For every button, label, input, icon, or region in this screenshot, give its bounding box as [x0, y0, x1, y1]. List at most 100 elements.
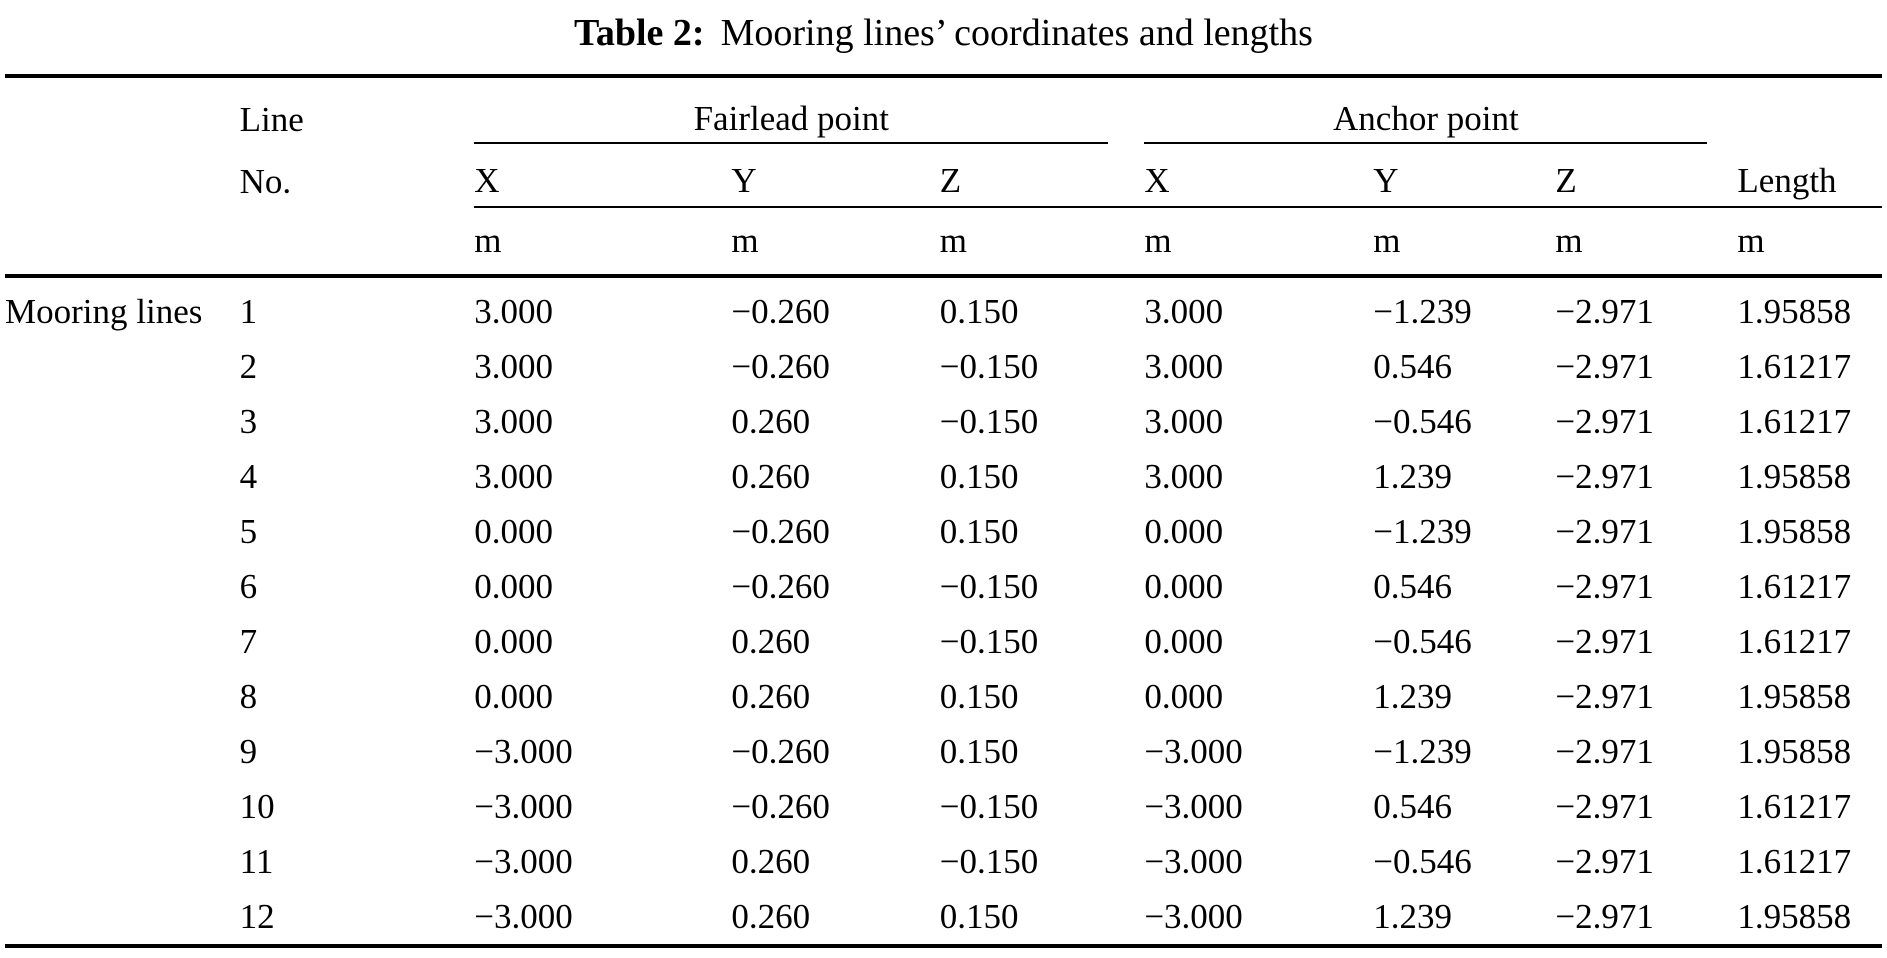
cell-az: −2.971	[1555, 786, 1654, 826]
table-row: 10 −3.000 −0.260 −0.150 −3.000 0.546 −2.971 1.6…	[5, 779, 1882, 834]
cell-len: 1.95858	[1737, 896, 1852, 936]
cell-len: 1.61217	[1737, 621, 1852, 661]
line-header-top: Line	[239, 100, 304, 139]
cell-len: 1.61217	[1737, 566, 1852, 606]
unit-label-anchor-z: m	[1555, 207, 1738, 278]
group-header-fairlead: Fairlead point	[474, 96, 1109, 144]
cell-len: 1.95858	[1737, 456, 1852, 496]
cell-az: −2.971	[1555, 731, 1654, 771]
cell-len: 1.95858	[1737, 291, 1852, 331]
unit-label-fairlead-y: m	[731, 207, 940, 278]
cell-ax: 0.000	[1144, 676, 1224, 716]
unit-label-anchor-x: m	[1144, 207, 1374, 278]
cell-fz: 0.150	[939, 731, 1019, 771]
unit-empty-line	[239, 207, 475, 278]
cell-az: −2.971	[1555, 841, 1654, 881]
cell-ay: 1.239	[1373, 456, 1453, 496]
col-header-fairlead-y: Y	[731, 144, 940, 208]
cell-ay: −1.239	[1373, 731, 1472, 771]
cell-ax: 0.000	[1144, 511, 1224, 551]
cell-no: 8	[239, 676, 258, 716]
table-row: 4 3.000 0.260 0.150 3.000 1.239 −2.971 1.95858	[5, 449, 1882, 504]
unit-label-anchor-y: m	[1373, 207, 1556, 278]
unit-empty-stub	[5, 207, 240, 278]
table-row: 9 −3.000 −0.260 0.150 −3.000 −1.239 −2.971 1.95…	[5, 724, 1882, 779]
cell-ay: 0.546	[1373, 786, 1453, 826]
cell-fz: 0.150	[939, 896, 1019, 936]
cell-fy: −0.260	[731, 346, 830, 386]
table-row: Mooring lines 1 3.000 −0.260 0.150 3.000 −1.23…	[5, 276, 1882, 339]
cell-fz: −0.150	[939, 566, 1039, 606]
cell-az: −2.971	[1555, 456, 1654, 496]
anchor-group-cell: Anchor point	[1144, 76, 1737, 144]
table-row: 2 3.000 −0.260 −0.150 3.000 0.546 −2.971 1.6121…	[5, 339, 1882, 394]
line-header-bottom: No.	[239, 162, 292, 201]
cell-ay: −1.239	[1373, 291, 1472, 331]
cell-fz: −0.150	[939, 346, 1039, 386]
cell-ax: 0.000	[1144, 621, 1224, 661]
mooring-lines-table: Line Fairlead point Anchor point No. X Y…	[5, 74, 1882, 948]
table-row: 12 −3.000 0.260 0.150 −3.000 1.239 −2.971 1.958…	[5, 889, 1882, 946]
cell-no: 11	[239, 841, 274, 881]
table-caption-text: Mooring lines’ coordinates and lengths	[720, 12, 1313, 54]
cell-az: −2.971	[1555, 291, 1654, 331]
cell-fx: −3.000	[474, 896, 573, 936]
cell-ax: −3.000	[1144, 896, 1243, 936]
cell-fy: 0.260	[731, 456, 811, 496]
cell-fx: 0.000	[474, 511, 553, 551]
unit-label-fairlead-x: m	[474, 207, 732, 278]
cell-fz: 0.150	[939, 291, 1019, 331]
cell-ax: −3.000	[1144, 731, 1243, 771]
table-row: 3 3.000 0.260 −0.150 3.000 −0.546 −2.971 1.6121…	[5, 394, 1882, 449]
cell-ay: 0.546	[1373, 566, 1453, 606]
cell-fy: −0.260	[731, 291, 830, 331]
stub-sub-empty	[5, 144, 240, 207]
cell-fx: 0.000	[474, 621, 553, 661]
cell-fx: 3.000	[474, 346, 553, 386]
table-row: 7 0.000 0.260 −0.150 0.000 −0.546 −2.971 1.6121…	[5, 614, 1882, 669]
cell-ay: −0.546	[1373, 621, 1472, 661]
cell-ay: −0.546	[1373, 841, 1472, 881]
table-row: 6 0.000 −0.260 −0.150 0.000 0.546 −2.971 1.6121…	[5, 559, 1882, 614]
cell-az: −2.971	[1555, 401, 1654, 441]
cell-no: 2	[239, 346, 258, 386]
cell-ax: 3.000	[1144, 346, 1224, 386]
cell-fz: 0.150	[939, 676, 1019, 716]
cell-fx: 0.000	[474, 566, 553, 606]
cell-fz: 0.150	[939, 456, 1019, 496]
group-header-anchor: Anchor point	[1144, 96, 1708, 144]
col-header-length: Length	[1737, 144, 1882, 208]
cell-az: −2.971	[1555, 896, 1654, 936]
cell-no: 7	[239, 621, 258, 661]
cell-fy: −0.260	[731, 566, 830, 606]
cell-fy: 0.260	[731, 621, 811, 661]
cell-az: −2.971	[1555, 346, 1654, 386]
cell-az: −2.971	[1555, 676, 1654, 716]
cell-ax: 3.000	[1144, 456, 1224, 496]
cell-fx: 3.000	[474, 401, 553, 441]
table-caption: Table 2: Mooring lines’ coordinates and l…	[5, 4, 1882, 74]
cell-fz: −0.150	[939, 841, 1039, 881]
cell-len: 1.61217	[1737, 401, 1852, 441]
cell-ax: −3.000	[1144, 841, 1243, 881]
cell-ax: 0.000	[1144, 566, 1224, 606]
unit-label-fairlead-z: m	[939, 207, 1145, 278]
cell-no: 10	[239, 786, 275, 826]
cell-fy: −0.260	[731, 786, 830, 826]
cell-fy: 0.260	[731, 401, 811, 441]
cell-no: 1	[239, 291, 258, 331]
cell-ay: 1.239	[1373, 676, 1453, 716]
fairlead-group-cell: Fairlead point	[474, 76, 1144, 144]
cell-ay: −1.239	[1373, 511, 1472, 551]
cell-len: 1.95858	[1737, 676, 1852, 716]
cell-len: 1.95858	[1737, 511, 1852, 551]
cell-az: −2.971	[1555, 566, 1654, 606]
cell-no: 6	[239, 566, 258, 606]
cell-ax: 3.000	[1144, 291, 1224, 331]
cell-len: 1.61217	[1737, 346, 1852, 386]
col-header-anchor-y: Y	[1373, 144, 1556, 208]
cell-ay: 1.239	[1373, 896, 1453, 936]
cell-fy: 0.260	[731, 676, 811, 716]
cell-ax: −3.000	[1144, 786, 1243, 826]
